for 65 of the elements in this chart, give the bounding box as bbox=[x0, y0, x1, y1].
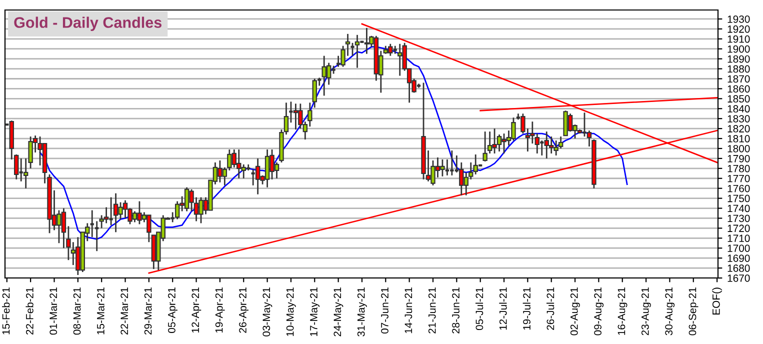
y-tick-label: 1840 bbox=[728, 105, 750, 113]
candlestick bbox=[473, 154, 478, 176]
x-tick-label: 03-May-21 bbox=[262, 288, 272, 336]
y-tick-label: 1890 bbox=[728, 55, 750, 63]
y-tick-label: 1810 bbox=[728, 135, 750, 142]
y-tick-label: 1900 bbox=[728, 45, 750, 53]
candlestick bbox=[354, 34, 360, 68]
x-tick-label: 30-Aug-21 bbox=[665, 288, 675, 336]
x-tick-label: 15-Mar-21 bbox=[97, 288, 104, 334]
y-tick-label: 1820 bbox=[728, 125, 750, 132]
x-tick-label: 29-Mar-21 bbox=[144, 288, 152, 335]
x-tick-label: 19-Apr-21 bbox=[215, 288, 225, 333]
y-tick-label: 1770 bbox=[728, 174, 750, 182]
x-tick-label: 26-Apr-21 bbox=[239, 288, 248, 333]
x-tick-label: 31-May-21 bbox=[357, 288, 367, 336]
candlestick bbox=[582, 112, 588, 138]
x-tick-label: 23-Aug-21 bbox=[641, 288, 651, 336]
x-tick-label: 21-Jun-21 bbox=[428, 288, 436, 334]
x-tick-label: 06-Sep-21 bbox=[688, 288, 698, 336]
y-tick-label: 1760 bbox=[728, 184, 750, 192]
y-tick-label: 1910 bbox=[728, 35, 750, 43]
x-tick-label: 22-Mar-21 bbox=[120, 288, 128, 335]
x-tick-label: 22-Feb-21 bbox=[26, 288, 34, 335]
y-tick-label: 1850 bbox=[728, 95, 750, 103]
y-tick-label: 1690 bbox=[728, 254, 750, 262]
x-tick-label: 12-Jul-21 bbox=[499, 288, 507, 330]
x-tick-label: 24-May-21 bbox=[334, 288, 344, 336]
x-tick-label: 08-Mar-21 bbox=[73, 288, 81, 335]
y-tick-label: 1790 bbox=[728, 154, 750, 162]
y-tick-label: 1880 bbox=[728, 65, 750, 73]
y-tick-label: 1870 bbox=[728, 75, 750, 83]
y-tick-label: 1670 bbox=[728, 274, 750, 282]
x-tick-label: EOF() bbox=[712, 288, 722, 315]
y-tick-label: 1830 bbox=[728, 115, 750, 122]
x-tick-label: 07-Jun-21 bbox=[381, 288, 388, 334]
x-tick-label: 05-Apr-21 bbox=[168, 288, 178, 333]
x-tick-label: 14-Jun-21 bbox=[404, 288, 412, 334]
x-tick-label: 10-May-21 bbox=[286, 288, 296, 336]
x-tick-label: 02-Aug-21 bbox=[570, 288, 580, 336]
x-tick-label: 26-Jul-21 bbox=[546, 288, 554, 330]
x-tick-label: 01-Mar-21 bbox=[50, 288, 58, 335]
y-tick-label: 1860 bbox=[728, 85, 750, 93]
x-tick-label: 16-Aug-21 bbox=[618, 288, 628, 335]
candlestick bbox=[350, 42, 356, 57]
x-tick-label: 19-Jul-21 bbox=[522, 288, 530, 330]
y-tick-label: 1680 bbox=[728, 264, 750, 272]
candlestick bbox=[312, 78, 317, 108]
x-tick-label: 15-Feb-21 bbox=[2, 288, 10, 334]
chart-title: Gold - Daily Candles bbox=[14, 16, 162, 31]
y-tick-label: 1920 bbox=[728, 25, 750, 33]
y-tick-label: 1800 bbox=[728, 144, 750, 152]
x-tick-label: 28-Jun-21 bbox=[452, 288, 460, 334]
y-tick-label: 1930 bbox=[728, 15, 750, 23]
line-series bbox=[39, 46, 628, 240]
y-tick-label: 1730 bbox=[728, 214, 750, 222]
y-tick-label: 1700 bbox=[728, 244, 750, 252]
y-tick-label: 1740 bbox=[728, 204, 750, 212]
y-tick-label: 1780 bbox=[728, 164, 750, 172]
y-tick-label: 1750 bbox=[728, 194, 750, 202]
x-tick-label: 05-Jul-21 bbox=[475, 288, 484, 330]
y-tick-label: 1710 bbox=[728, 234, 750, 242]
x-tick-label: 09-Aug-21 bbox=[594, 288, 604, 336]
x-tick-label: 12-Apr-21 bbox=[192, 288, 202, 333]
x-tick-label: 17-May-21 bbox=[310, 288, 320, 336]
y-tick-label: 1720 bbox=[728, 224, 750, 232]
